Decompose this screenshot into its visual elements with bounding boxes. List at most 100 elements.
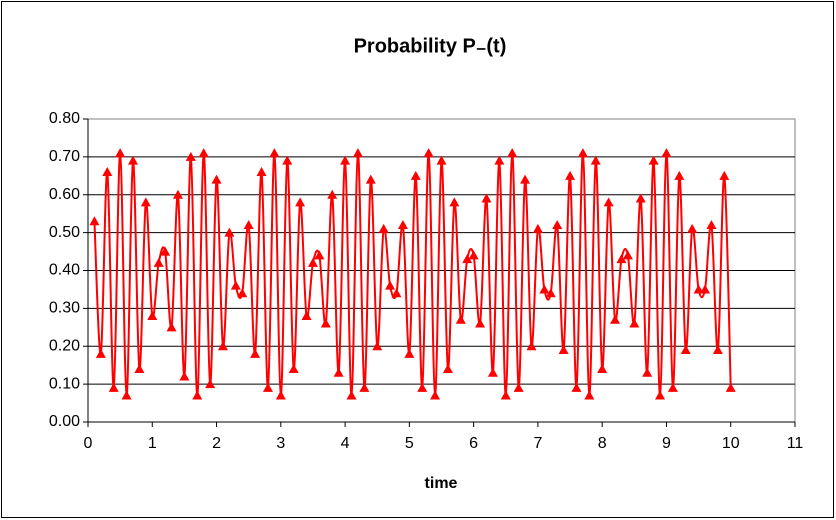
marker <box>256 167 267 177</box>
marker <box>108 382 119 392</box>
marker <box>391 288 402 298</box>
y-tick-label: 0.80 <box>49 110 80 127</box>
marker <box>603 197 614 207</box>
marker <box>115 148 126 158</box>
marker <box>552 220 563 230</box>
marker <box>314 250 325 260</box>
marker <box>610 314 621 324</box>
marker <box>706 220 717 230</box>
y-tick-label: 0.70 <box>49 148 80 165</box>
marker <box>513 382 524 392</box>
marker <box>365 174 376 184</box>
marker <box>140 197 151 207</box>
marker <box>346 390 357 400</box>
marker <box>481 193 492 203</box>
marker <box>494 155 505 165</box>
x-tick-label: 4 <box>341 435 350 452</box>
marker <box>687 223 698 233</box>
marker <box>539 284 550 294</box>
marker <box>616 254 627 264</box>
marker <box>127 155 138 165</box>
y-tick-label: 0.50 <box>49 224 80 241</box>
marker <box>622 250 633 260</box>
marker <box>172 189 183 199</box>
marker <box>217 341 228 351</box>
marker <box>205 379 216 389</box>
marker <box>475 318 486 328</box>
marker <box>423 148 434 158</box>
x-tick-label: 6 <box>469 435 478 452</box>
x-tick-label: 2 <box>212 435 221 452</box>
marker <box>95 348 106 358</box>
marker <box>532 223 543 233</box>
marker <box>545 288 556 298</box>
marker <box>629 318 640 328</box>
marker <box>487 367 498 377</box>
marker <box>153 257 164 267</box>
marker <box>500 390 511 400</box>
marker <box>89 216 100 226</box>
x-tick-label: 11 <box>787 435 804 452</box>
y-tick-label: 0.20 <box>49 337 80 354</box>
marker <box>307 257 318 267</box>
marker <box>680 345 691 355</box>
x-tick-label: 8 <box>598 435 607 452</box>
y-tick-label: 0.00 <box>49 413 80 430</box>
marker <box>378 223 389 233</box>
x-tick-label: 5 <box>405 435 414 452</box>
chart-title: Probability P₋(t) <box>354 35 507 57</box>
marker <box>372 341 383 351</box>
marker <box>134 363 145 373</box>
marker <box>455 314 466 324</box>
y-tick-label: 0.10 <box>49 375 80 392</box>
marker <box>185 151 196 161</box>
marker <box>243 220 254 230</box>
x-tick-label: 0 <box>84 435 93 452</box>
marker <box>333 367 344 377</box>
marker <box>250 348 261 358</box>
marker <box>397 220 408 230</box>
marker <box>648 155 659 165</box>
marker <box>526 341 537 351</box>
marker <box>224 227 235 237</box>
x-tick-label: 7 <box>533 435 542 452</box>
marker <box>269 148 280 158</box>
marker <box>352 148 363 158</box>
marker <box>558 345 569 355</box>
marker <box>590 155 601 165</box>
marker <box>442 363 453 373</box>
marker <box>410 170 421 180</box>
marker <box>179 371 190 381</box>
marker <box>571 382 582 392</box>
marker <box>295 197 306 207</box>
marker <box>192 390 203 400</box>
marker <box>712 345 723 355</box>
marker <box>340 155 351 165</box>
marker <box>700 284 711 294</box>
marker <box>262 382 273 392</box>
marker <box>147 310 158 320</box>
marker <box>667 382 678 392</box>
marker <box>385 280 396 290</box>
marker <box>507 148 518 158</box>
marker <box>436 155 447 165</box>
marker <box>230 280 241 290</box>
marker <box>674 170 685 180</box>
x-tick-label: 1 <box>148 435 157 452</box>
marker <box>725 382 736 392</box>
marker <box>288 363 299 373</box>
marker <box>565 170 576 180</box>
marker <box>282 155 293 165</box>
marker <box>719 170 730 180</box>
marker <box>642 367 653 377</box>
marker <box>121 390 132 400</box>
marker <box>449 197 460 207</box>
marker <box>327 189 338 199</box>
marker <box>635 193 646 203</box>
marker <box>661 148 672 158</box>
marker <box>211 174 222 184</box>
marker <box>320 318 331 328</box>
x-tick-label: 9 <box>662 435 671 452</box>
marker <box>520 174 531 184</box>
x-axis-label: time <box>425 475 458 492</box>
